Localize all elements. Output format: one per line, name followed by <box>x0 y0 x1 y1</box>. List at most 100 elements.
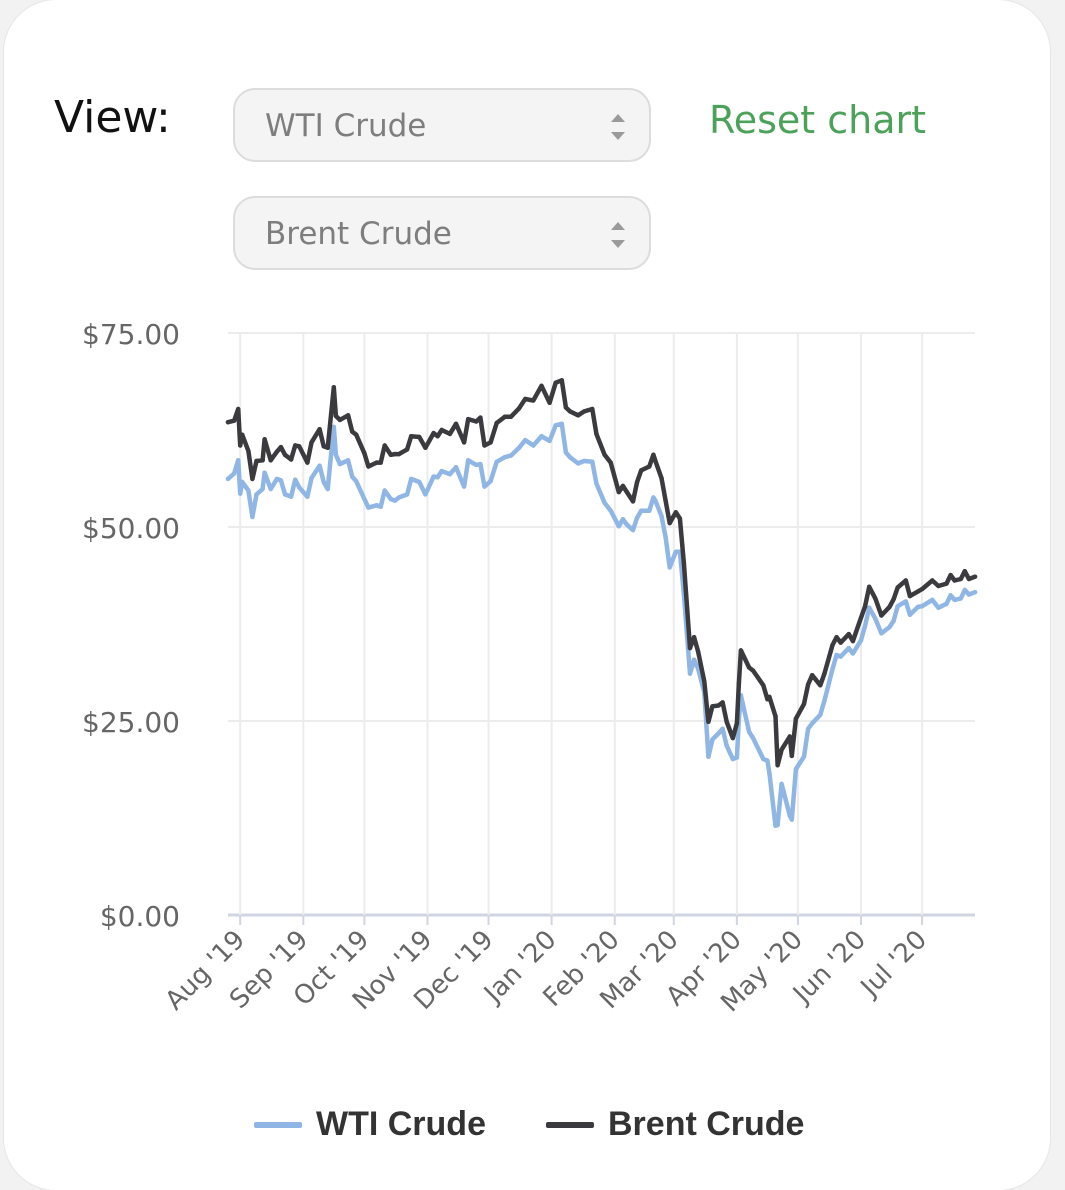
data-point-wti <box>838 654 843 659</box>
data-point-brent <box>594 431 599 437</box>
data-point-wti <box>435 475 440 480</box>
data-point-brent <box>838 640 843 645</box>
data-point-wti <box>262 470 267 475</box>
data-point-brent <box>288 457 294 462</box>
data-point-brent <box>691 635 697 640</box>
data-point-brent <box>466 416 471 422</box>
data-point-brent <box>793 716 799 721</box>
data-point-brent <box>779 747 784 752</box>
data-point-brent <box>734 721 740 726</box>
data-point-wti <box>488 479 493 484</box>
data-point-wti <box>620 517 626 522</box>
data-point-brent <box>773 714 778 719</box>
data-point-brent <box>293 443 298 448</box>
series-2-select[interactable]: Brent Crude <box>233 196 651 270</box>
data-point-brent <box>834 635 839 640</box>
data-point-wti <box>667 565 672 570</box>
data-point-wti <box>850 651 856 656</box>
data-point-brent <box>435 434 440 439</box>
data-point-wti <box>767 770 772 776</box>
data-point-wti <box>293 477 298 482</box>
data-point-wti <box>907 612 913 617</box>
data-point-wti <box>260 486 265 492</box>
data-point-brent <box>563 405 569 410</box>
data-point-brent <box>966 576 972 582</box>
data-point-brent <box>260 458 265 463</box>
data-point-wti <box>502 455 507 460</box>
data-point-wti <box>972 590 978 595</box>
data-point-brent <box>374 460 379 465</box>
data-point-wti <box>858 638 864 643</box>
data-point-wti <box>862 623 868 628</box>
data-point-wti <box>333 452 339 457</box>
data-point-wti <box>801 754 807 759</box>
data-point-brent <box>687 645 693 651</box>
data-point-wti <box>879 631 884 636</box>
data-point-brent <box>502 414 507 419</box>
x-tick-label: Jul '20 <box>854 925 933 1004</box>
data-point-brent <box>720 700 725 705</box>
data-point-wti <box>830 666 835 672</box>
data-point-wti <box>274 476 280 482</box>
data-point-wti <box>466 458 471 463</box>
data-point-brent <box>431 430 436 436</box>
data-point-wti <box>915 604 921 610</box>
data-point-brent <box>325 445 330 450</box>
data-point-wti <box>362 496 367 502</box>
data-point-wti <box>659 513 664 519</box>
data-point-wti <box>236 458 241 463</box>
data-point-brent <box>608 460 613 465</box>
data-point-brent <box>439 427 444 433</box>
series-line-brent <box>225 378 978 768</box>
data-point-brent <box>508 414 514 419</box>
data-point-wti <box>439 468 444 474</box>
data-point-wti <box>482 484 487 489</box>
data-point-wti <box>392 498 398 503</box>
data-point-brent <box>907 593 913 599</box>
data-point-brent <box>409 434 414 439</box>
data-point-brent <box>696 649 701 655</box>
data-point-brent <box>822 671 827 676</box>
data-point-wti <box>775 822 780 828</box>
data-point-wti <box>710 737 715 742</box>
data-point-brent <box>547 400 552 405</box>
data-point-wti <box>962 587 967 593</box>
data-point-wti <box>404 492 410 497</box>
data-point-brent <box>810 673 815 678</box>
legend-swatch-brent <box>546 1122 594 1128</box>
data-point-brent <box>653 458 658 464</box>
data-point-brent <box>867 584 872 589</box>
series-1-select[interactable]: WTI Crude <box>233 88 651 162</box>
data-point-brent <box>282 452 288 457</box>
data-point-brent <box>787 734 792 739</box>
data-point-wti <box>461 484 467 489</box>
data-point-brent <box>362 451 367 456</box>
view-label: View: <box>54 92 171 143</box>
data-point-brent <box>879 613 884 618</box>
data-point-brent <box>345 413 351 418</box>
data-point-brent <box>952 578 957 583</box>
data-point-wti <box>647 508 652 513</box>
data-point-wti <box>531 443 536 448</box>
y-tick-label: $75.00 <box>82 318 180 351</box>
data-point-brent <box>746 665 752 670</box>
data-point-brent <box>331 385 336 390</box>
data-point-brent <box>582 409 587 414</box>
select-arrows-icon <box>611 114 625 140</box>
data-point-brent <box>789 753 794 759</box>
data-point-wti <box>396 495 402 500</box>
data-point-wti <box>634 515 640 520</box>
data-point-brent <box>903 578 908 583</box>
data-point-wti <box>431 474 436 479</box>
data-point-wti <box>818 712 823 717</box>
data-point-brent <box>404 447 410 452</box>
data-point-brent <box>767 694 772 700</box>
legend-swatch-wti <box>254 1122 302 1128</box>
reset-chart-link[interactable]: Reset chart <box>709 98 927 142</box>
data-point-wti <box>716 731 721 736</box>
data-point-wti <box>952 597 957 603</box>
data-point-wti <box>746 729 752 735</box>
data-point-brent <box>919 586 925 592</box>
data-point-brent <box>482 443 487 448</box>
